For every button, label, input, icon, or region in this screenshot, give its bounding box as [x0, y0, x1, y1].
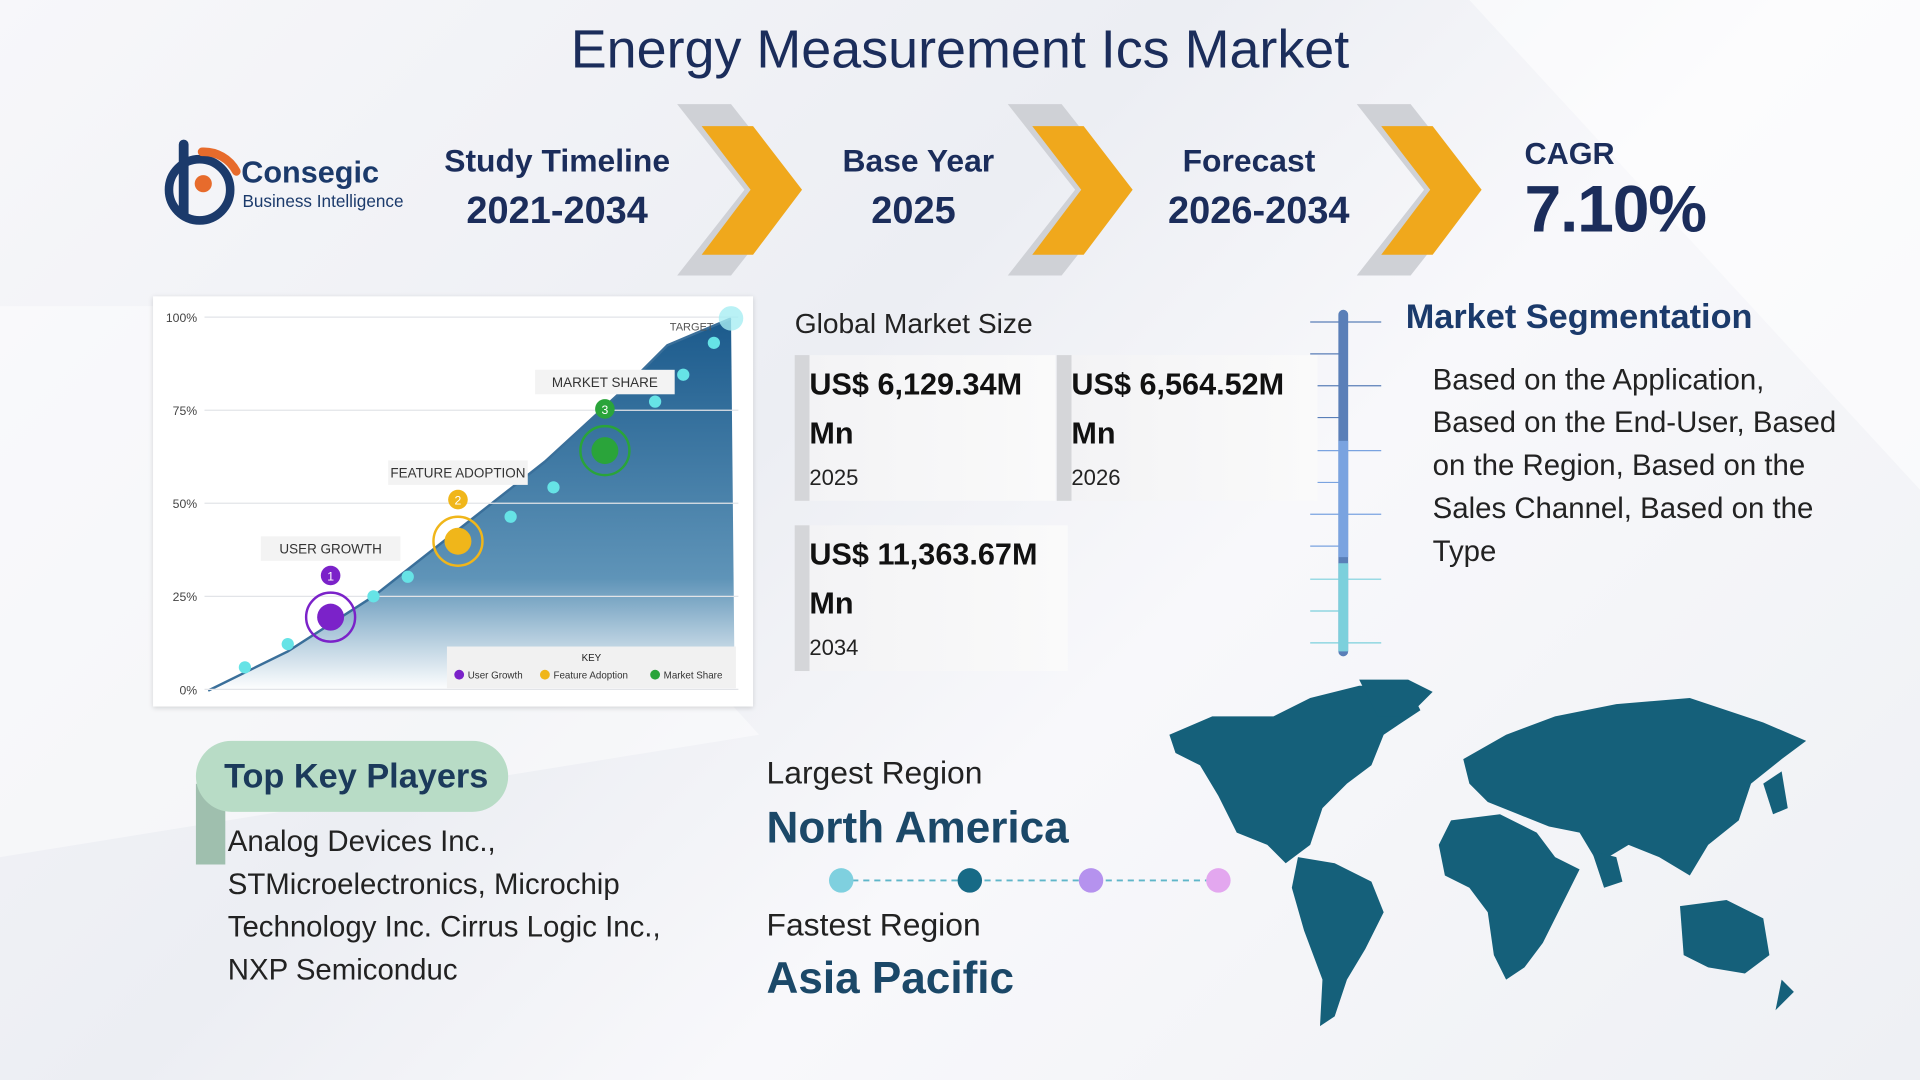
- illustration-frame: 100% 75% 50% 25% 0% TARGET 1 USER GROWTH 2 FEATUR…: [153, 296, 754, 707]
- timeline-label: Base Year: [842, 142, 995, 179]
- path-dot: [707, 336, 721, 349]
- players-pill: [195, 740, 509, 865]
- axis-label: 75%: [173, 404, 198, 418]
- segment-timeline: [1310, 309, 1382, 657]
- legend-dot: [454, 669, 465, 680]
- timeline-value: 2025: [871, 188, 956, 232]
- milestone-dot: [591, 437, 619, 465]
- milestone-label: FEATURE ADOPTION: [390, 466, 525, 481]
- logo-tagline: Business Intelligence: [242, 191, 404, 211]
- market-size-heading: Global Market Size: [794, 307, 1033, 340]
- legend-label: Feature Adoption: [553, 670, 628, 681]
- target-dot: [718, 306, 744, 331]
- milestone-tag: [388, 460, 528, 485]
- axis-label: 100%: [166, 311, 197, 325]
- timeline-value: 2021-2034: [466, 188, 648, 232]
- path-dot: [238, 661, 252, 674]
- path-dot: [281, 637, 294, 651]
- milestone-label: USER GROWTH: [279, 541, 381, 556]
- segmentation-text: Based on the Application, Based on the E…: [1432, 363, 1837, 569]
- market-size-year: 2025: [809, 465, 859, 490]
- axis-label: 25%: [173, 590, 198, 604]
- axis-label: 0%: [179, 683, 197, 697]
- milestone-number: 3: [601, 403, 608, 417]
- market-size-year: 2026: [1071, 465, 1121, 490]
- legend-label: Market Share: [664, 670, 723, 681]
- milestone-badge: [448, 489, 468, 510]
- illustration: 100% 75% 50% 25% 0% TARGET 1 USER GROWTH 2 FEATUR…: [166, 306, 744, 697]
- timeline-label: Study Timeline: [444, 142, 671, 179]
- players-text: Analog Devices Inc., STMicroelectronics,…: [227, 825, 661, 987]
- path-dot: [648, 395, 662, 408]
- milestone-badge: [595, 399, 615, 419]
- key-box: [446, 646, 736, 689]
- milestone-ring: [579, 424, 631, 477]
- segmentation-heading: Market Segmentation: [1405, 297, 1753, 336]
- region-name: Asia Pacific: [766, 952, 1015, 1003]
- players-heading: Top Key Players: [224, 756, 489, 795]
- chevron: [677, 104, 803, 276]
- target-label: TARGET: [670, 322, 714, 334]
- timeline-label: Forecast: [1182, 142, 1316, 179]
- world-map: [1169, 679, 1807, 1027]
- legend-label: User Growth: [468, 670, 523, 681]
- market-size-card: US$ 6,129.34M Mn 2025: [794, 355, 1056, 501]
- milestone-number: 2: [455, 493, 462, 507]
- path-dot: [401, 570, 414, 583]
- chevron: [1007, 104, 1133, 276]
- milestone-ring: [432, 515, 484, 567]
- region-dots: [828, 868, 1231, 893]
- market-size-card: US$ 6,564.52M Mn 2026: [1056, 355, 1318, 501]
- milestone-badge: [320, 565, 341, 586]
- market-size-value: US$ 6,564.52M Mn: [1071, 367, 1285, 451]
- milestone-dot: [444, 527, 472, 555]
- milestone-tag: [260, 536, 401, 561]
- axis-label: 50%: [173, 497, 198, 511]
- milestone-ring: [304, 591, 357, 643]
- logo-name: Consegic: [241, 155, 380, 190]
- region-label: Largest Region: [766, 754, 983, 792]
- path-dot: [367, 590, 380, 603]
- market-size-value: US$ 11,363.67M Mn: [809, 537, 1038, 621]
- market-size-card: US$ 11,363.67M Mn 2034: [794, 525, 1068, 672]
- legend-dot: [650, 669, 661, 680]
- cagr-label: CAGR: [1524, 137, 1615, 172]
- logo-icon: [164, 139, 241, 225]
- title: Energy Measurement Ics Market: [570, 19, 1350, 80]
- milestone-tag: [535, 369, 675, 395]
- path-dot: [504, 510, 517, 523]
- path-dot: [547, 481, 560, 494]
- path-dot: [677, 368, 690, 381]
- milestone-dot: [317, 603, 345, 631]
- region-name: North America: [766, 802, 1069, 853]
- milestone-number: 1: [327, 569, 334, 583]
- region-label: Fastest Region: [766, 906, 981, 943]
- chevron: [1356, 104, 1482, 276]
- market-size-value: US$ 6,129.34M Mn: [809, 367, 1023, 451]
- milestone-label: MARKET SHARE: [552, 375, 658, 390]
- key-label: KEY: [582, 653, 602, 664]
- market-size-year: 2034: [809, 635, 859, 661]
- legend-dot: [540, 669, 550, 680]
- cagr-value: 7.10%: [1524, 172, 1707, 247]
- timeline-value: 2026-2034: [1168, 188, 1350, 232]
